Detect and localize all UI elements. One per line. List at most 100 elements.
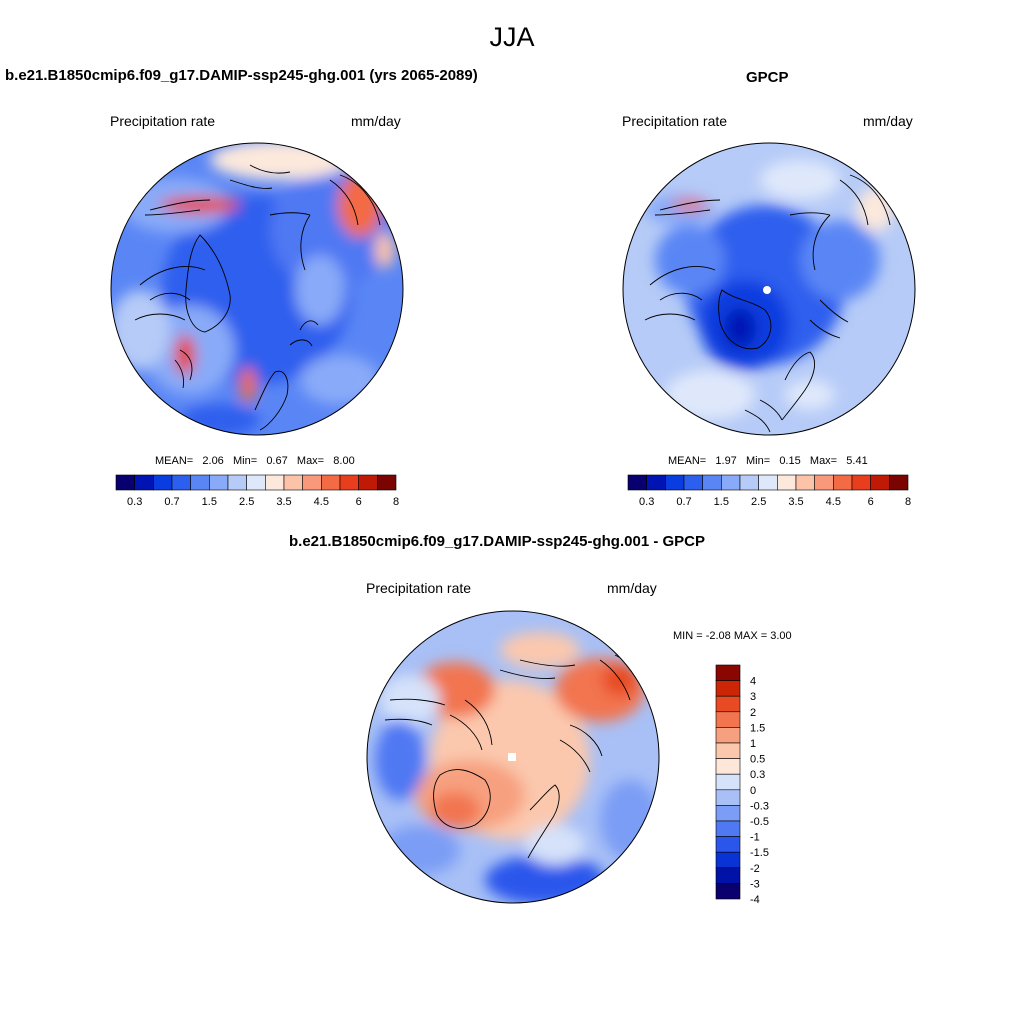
colorbar-gpcp-cell (627, 474, 647, 491)
panel2-title: GPCP (746, 69, 789, 86)
colorbar-gpcp-cell (833, 474, 853, 491)
colorbar-model-cell (358, 474, 378, 491)
colorbar-difference-tick-label: -0.3 (750, 800, 769, 812)
colorbar-gpcp-tick-label: 4.5 (826, 496, 841, 508)
map-gpcp-coastlines (644, 174, 891, 433)
colorbar-difference-cell (715, 805, 741, 822)
colorbar-difference-cell (715, 711, 741, 728)
colorbar-model-cell (246, 474, 266, 491)
colorbar-difference-cell (715, 836, 741, 853)
colorbar-model-cell (302, 474, 322, 491)
colorbar-difference-cell (715, 867, 741, 884)
colorbar-model-cell (209, 474, 229, 491)
panel1-min-label: Min= (232, 455, 258, 467)
colorbar-model-cell (265, 474, 285, 491)
colorbar-model-tick-label: 0.7 (164, 496, 179, 508)
panel1-mean-value: 2.06 (202, 455, 224, 467)
colorbar-model-tick-label: 1.5 (202, 496, 217, 508)
panel2-min-label: Min= (745, 455, 771, 467)
colorbar-gpcp-cell (683, 474, 703, 491)
colorbar-difference-tick-label: 3 (750, 691, 756, 703)
colorbar-difference-tick-label: 0 (750, 785, 756, 797)
colorbar-difference-tick-label: 0.3 (750, 769, 765, 781)
colorbar-difference-cell (715, 883, 741, 900)
colorbar-gpcp-cell (646, 474, 666, 491)
map-gpcp (622, 142, 916, 436)
colorbar-model-cell (171, 474, 191, 491)
panel2-mean-value: 1.97 (715, 455, 737, 467)
colorbar-difference-tick-label: 0.5 (750, 754, 765, 766)
colorbar-model-cell (134, 474, 154, 491)
colorbar-gpcp-cell (814, 474, 834, 491)
colorbar-gpcp-tick-label: 0.7 (676, 496, 691, 508)
colorbar-model-tick-label: 0.3 (127, 496, 142, 508)
colorbar-difference-cell (715, 773, 741, 791)
panel2-min-value: 0.15 (779, 455, 801, 467)
colorbar-gpcp: 0.3 0.7 1.5 2.5 3.5 4.5 6 8 (627, 474, 911, 508)
colorbar-gpcp-cell (739, 474, 759, 491)
panel1-mean-label: MEAN= (155, 455, 194, 467)
panel2-left-label: Precipitation rate (622, 113, 728, 129)
map-gpcp-pole-hole (763, 286, 771, 294)
colorbar-gpcp-tick-label: 1.5 (714, 496, 729, 508)
colorbar-gpcp-cell (851, 474, 871, 491)
panel3-stats: MIN = -2.08 MAX = 3.00 (673, 630, 792, 642)
panel2-max-label: Max= (809, 455, 838, 467)
colorbar-difference-cell (715, 680, 741, 697)
colorbar-model-cell (153, 474, 173, 491)
map-difference (366, 610, 660, 904)
panel2-units-label: mm/day (863, 113, 913, 129)
panel1-max-label: Max= (296, 455, 325, 467)
colorbar-model-cell (115, 474, 135, 491)
panel1-min-value: 0.67 (266, 455, 288, 467)
colorbar-difference-cell (715, 758, 741, 775)
map-gpcp-boundary (622, 142, 916, 436)
colorbar-difference-cell (715, 851, 741, 869)
colorbar-difference: 4 3 2 1.5 1 0.5 0.3 0 -0.3 -0.5 -1 -1.5 -2 -3 -4 (715, 664, 769, 906)
colorbar-model-cell (227, 474, 247, 491)
panel2-stats: MEAN= 1.97 Min= 0.15 Max= 5.41 (668, 455, 868, 467)
panel3-left-label: Precipitation rate (366, 580, 472, 596)
map-gpcp-field (645, 160, 893, 420)
panel1-title: b.e21.B1850cmip6.f09_g17.DAMIP-ssp245-gh… (5, 67, 478, 84)
map-model-field (111, 143, 395, 435)
colorbar-difference-cell (715, 727, 741, 744)
colorbar-model-cell (377, 474, 397, 491)
colorbar-difference-cell (715, 789, 741, 806)
panel1-left-label: Precipitation rate (110, 113, 216, 129)
colorbar-difference-tick-label: -3 (750, 878, 760, 890)
colorbar-difference-cell (715, 820, 741, 837)
colorbar-gpcp-cell (721, 474, 741, 491)
colorbar-difference-tick-label: -1.5 (750, 847, 769, 859)
panel2-mean-label: MEAN= (668, 455, 707, 467)
panel2-max-value: 5.41 (846, 455, 868, 467)
panel1-units-label: mm/day (351, 113, 401, 129)
map-model-coastlines (134, 164, 381, 431)
colorbar-gpcp-tick-label: 8 (905, 496, 911, 508)
panel1-max-value: 8.00 (333, 455, 355, 467)
colorbar-model-tick-label: 3.5 (276, 496, 291, 508)
panel1-stats: MEAN= 2.06 Min= 0.67 Max= 8.00 (155, 455, 355, 467)
colorbar-model: 0.3 0.7 1.5 2.5 3.5 4.5 6 8 (115, 474, 399, 508)
colorbar-model-tick-label: 6 (356, 496, 362, 508)
colorbar-difference-tick-label: 1 (750, 738, 756, 750)
colorbar-model-cell (339, 474, 359, 491)
map-difference-field (375, 632, 659, 903)
colorbar-gpcp-tick-label: 2.5 (751, 496, 766, 508)
colorbar-gpcp-cell (758, 474, 778, 491)
colorbar-gpcp-cell (702, 474, 722, 491)
map-difference-boundary (366, 610, 660, 904)
map-model-boundary (110, 142, 404, 436)
map-difference-pole-hole (508, 753, 516, 761)
colorbar-gpcp-tick-label: 3.5 (788, 496, 803, 508)
colorbar-difference-tick-label: -2 (750, 863, 760, 875)
colorbar-model-cell (321, 474, 341, 491)
colorbar-model-tick-label: 4.5 (314, 496, 329, 508)
colorbar-difference-tick-label: -4 (750, 894, 760, 906)
colorbar-difference-cell (715, 664, 741, 681)
colorbar-gpcp-tick-label: 6 (868, 496, 874, 508)
map-model (110, 142, 404, 436)
colorbar-gpcp-cell (889, 474, 909, 491)
colorbar-model-cell (190, 474, 210, 491)
